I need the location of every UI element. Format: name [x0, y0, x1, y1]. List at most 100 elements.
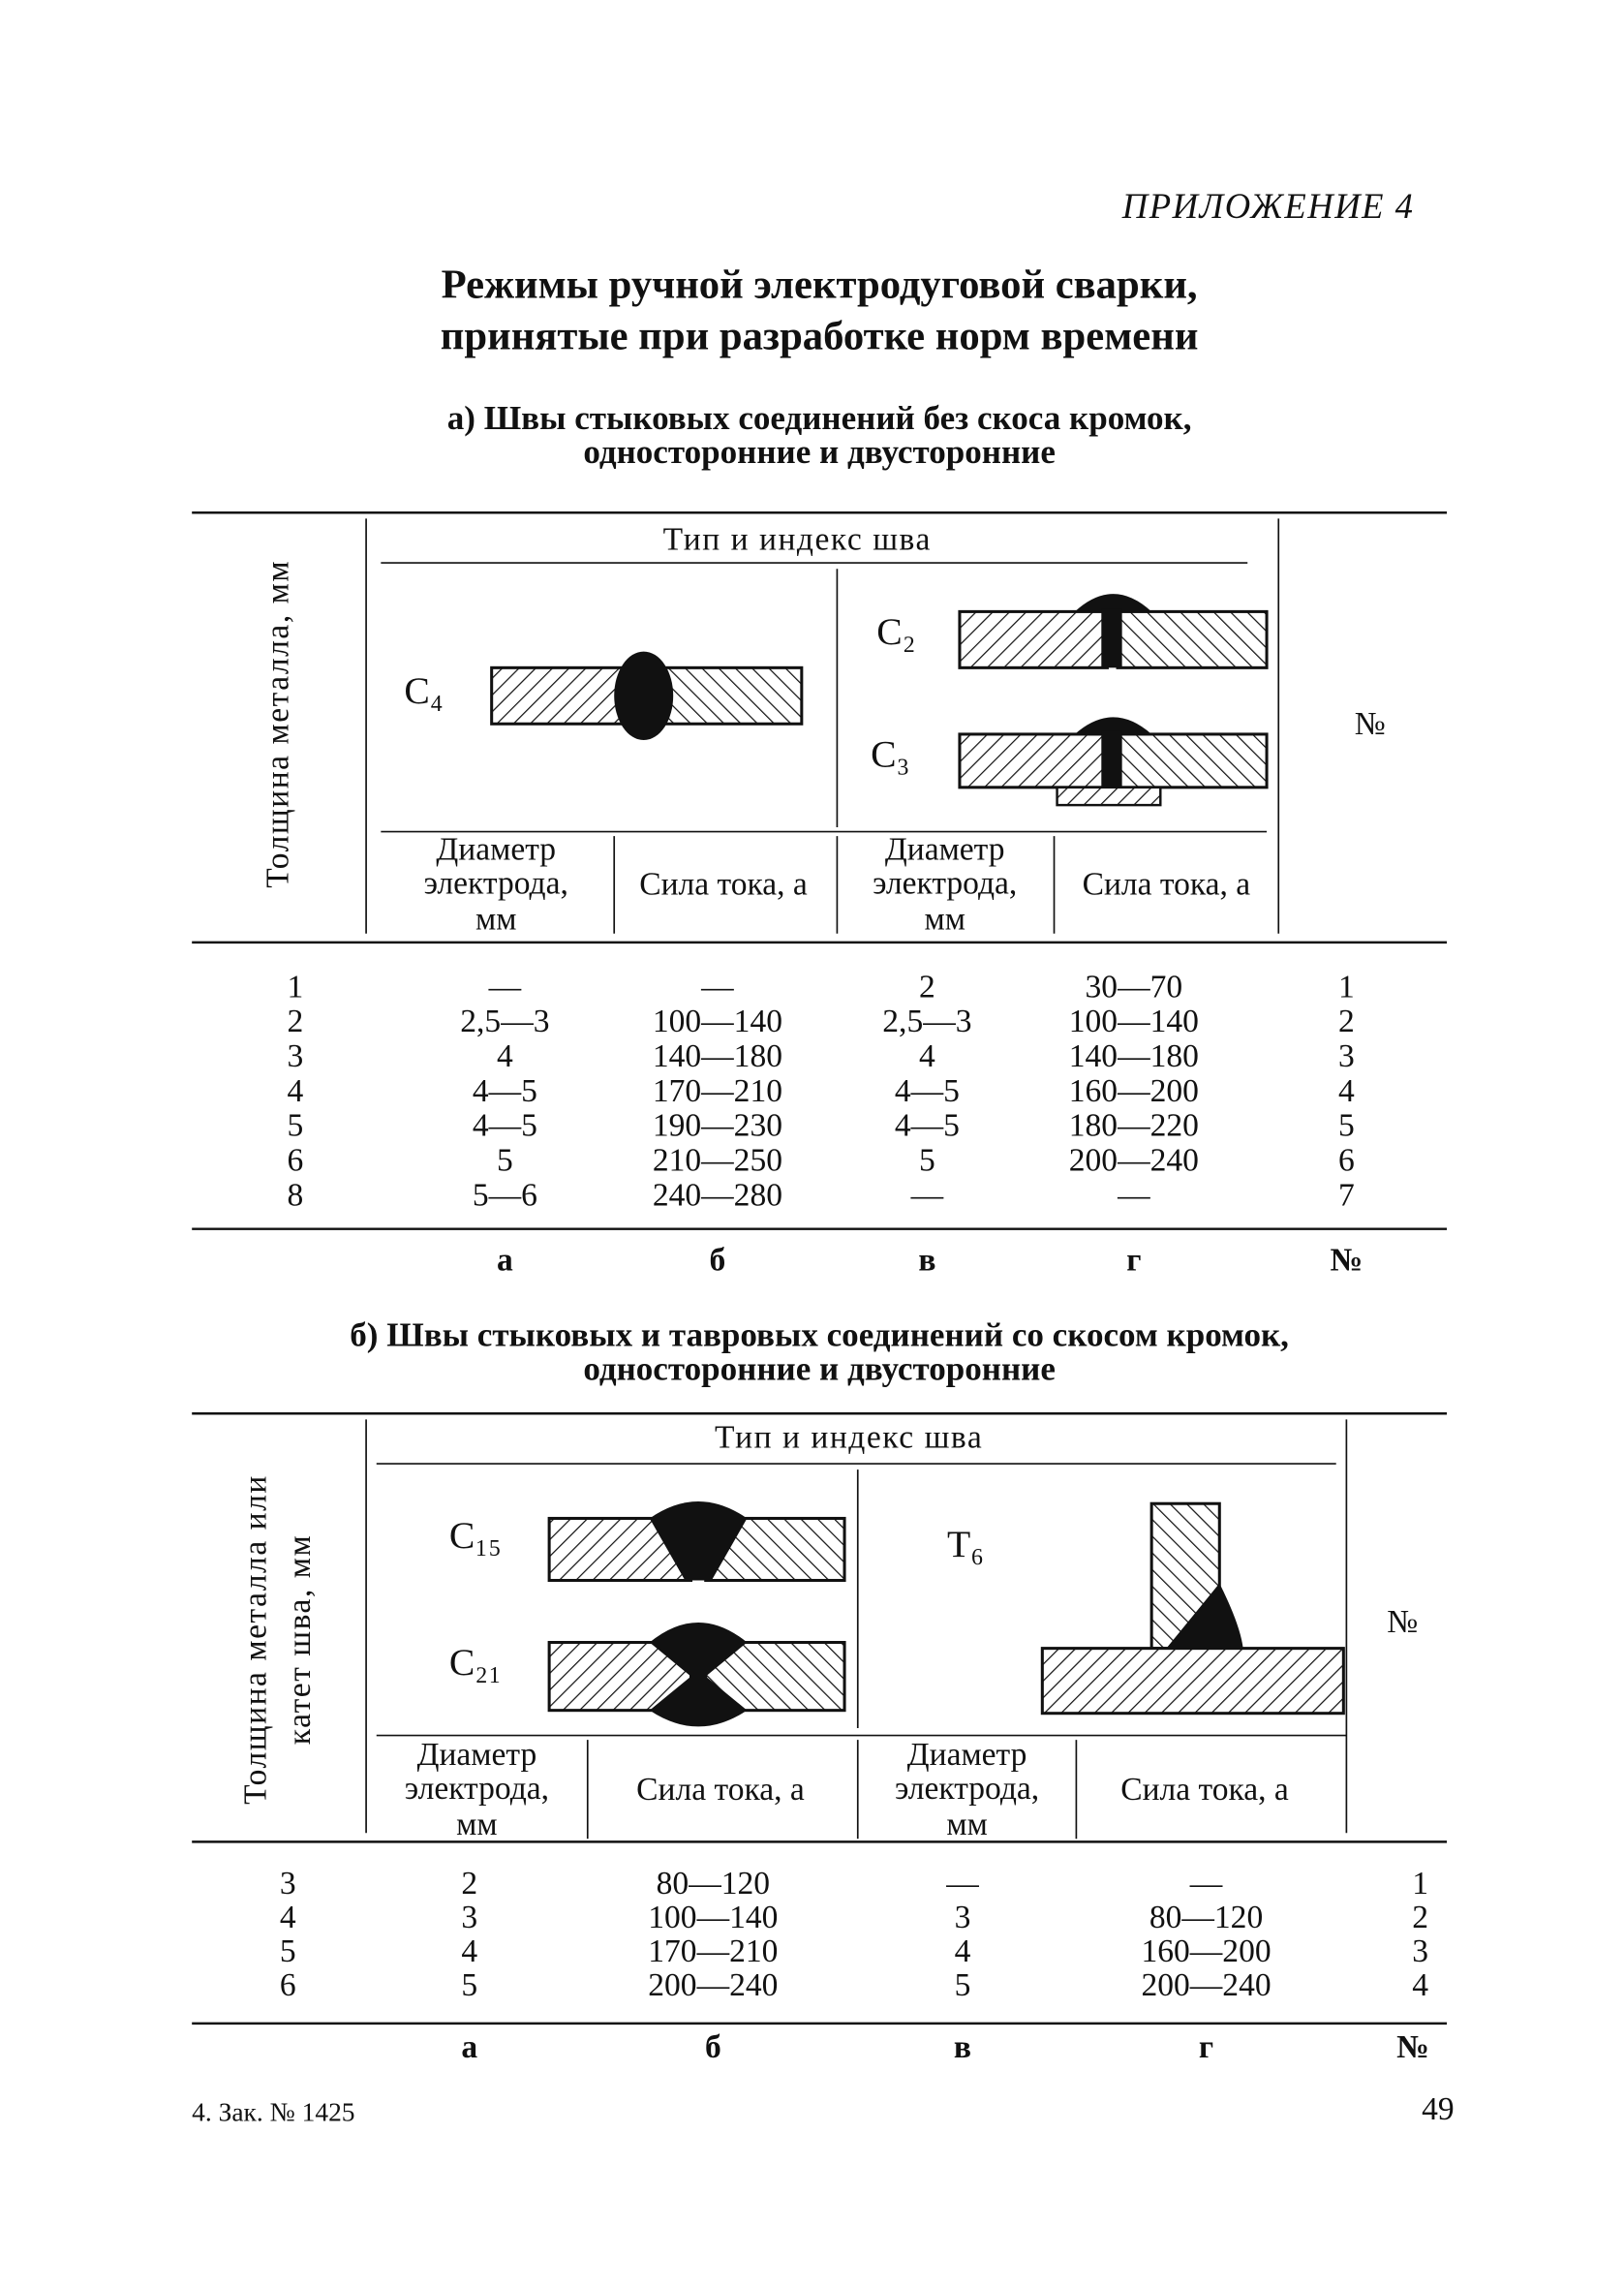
table-cell: 6: [1338, 1143, 1355, 1179]
column-letter: б: [705, 2029, 721, 2065]
table-cell: —: [1117, 1177, 1150, 1213]
table-cell: 170—210: [648, 1933, 778, 1969]
sub-header: электрода,: [424, 866, 568, 902]
table-cell: 2,5—3: [460, 1004, 549, 1039]
sub-header: Диаметр: [907, 1737, 1027, 1773]
appendix-label: ПРИЛОЖЕНИЕ 4: [1121, 186, 1415, 226]
sub-header: Сила тока, а: [1083, 866, 1251, 902]
thickness-header: Толщина металла или: [237, 1474, 273, 1805]
table-caption: б) Швы стыковых и тавровых соединений со…: [350, 1316, 1289, 1354]
sub-header: Сила тока, а: [636, 1772, 805, 1808]
table-cell: 5—6: [473, 1177, 537, 1213]
table-cell: 3: [1412, 1933, 1428, 1969]
sub-header: Диаметр: [436, 832, 556, 868]
weld-label: C₁₅: [449, 1514, 502, 1557]
table-cell: 4: [280, 1900, 296, 1935]
table-cell: —: [945, 1866, 979, 1902]
table-cell: 1: [288, 969, 304, 1005]
weld-label: C₂₁: [449, 1641, 502, 1684]
table-cell: —: [700, 969, 734, 1005]
table-cell: 1: [1338, 969, 1355, 1005]
table-cell: 4: [1338, 1073, 1355, 1109]
table-cell: 5: [919, 1143, 935, 1179]
table-cell: 4: [1412, 1967, 1428, 2003]
table-cell: 30—70: [1086, 969, 1183, 1005]
number-header: №: [1387, 1604, 1418, 1640]
column-letter: а: [497, 1242, 513, 1278]
table-cell: 200—240: [1069, 1143, 1199, 1179]
column-letter: №: [1396, 2029, 1429, 2065]
table-cell: 3: [955, 1900, 971, 1935]
table-cell: 3: [461, 1900, 477, 1935]
column-letter: г: [1199, 2029, 1213, 2065]
table-cell: 2: [1412, 1900, 1428, 1935]
weld-diagrams-b: [547, 1500, 1345, 1727]
sub-header: Сила тока, а: [1120, 1772, 1289, 1808]
table-cell: —: [910, 1177, 944, 1213]
table-cell: 7: [1338, 1177, 1355, 1213]
table-cell: 5: [955, 1967, 971, 2003]
table-cell: 100—140: [1069, 1004, 1199, 1039]
column-letter: №: [1331, 1242, 1364, 1278]
table-caption: односторонние и двусторонние: [583, 433, 1056, 471]
sub-header: электрода,: [895, 1771, 1039, 1807]
table-cell: 3: [288, 1038, 304, 1074]
table-cell: 4—5: [895, 1108, 960, 1144]
table-cell: 200—240: [1141, 1967, 1271, 2003]
table-cell: 210—250: [653, 1143, 782, 1179]
sub-header: мм: [456, 1807, 497, 1842]
table-cell: 4: [955, 1933, 971, 1969]
table-cell: 5: [1338, 1108, 1355, 1144]
table-cell: 80—120: [657, 1866, 770, 1902]
table-cell: 6: [280, 1967, 296, 2003]
table-cell: 4: [288, 1073, 304, 1109]
sub-header: Диаметр: [417, 1737, 537, 1773]
table-cell: 4—5: [473, 1073, 537, 1109]
table-cell: 200—240: [648, 1967, 778, 2003]
sub-header: Сила тока, а: [639, 866, 808, 902]
table-cell: —: [488, 969, 522, 1005]
table-cell: 5: [280, 1933, 296, 1969]
weld-label: T₆: [947, 1523, 984, 1565]
table-cell: 160—200: [1141, 1933, 1271, 1969]
table-cell: 4—5: [473, 1108, 537, 1144]
weld-label: C₃: [871, 732, 909, 775]
column-letter: а: [461, 2029, 477, 2065]
table-cell: 6: [288, 1143, 304, 1179]
column-letter: в: [918, 1242, 935, 1278]
table-cell: 170—210: [653, 1073, 782, 1109]
table-cell: 80—120: [1149, 1900, 1263, 1935]
sub-header: электрода,: [873, 866, 1017, 902]
sub-header: мм: [946, 1807, 987, 1842]
table-cell: 180—220: [1069, 1108, 1199, 1144]
table-cell: 100—140: [653, 1004, 782, 1039]
number-header: №: [1355, 706, 1386, 742]
table-cell: 5: [288, 1108, 304, 1144]
type-header: Тип и индекс шва: [663, 521, 932, 557]
table-cell: 140—180: [1069, 1038, 1199, 1074]
table-cell: 240—280: [653, 1177, 782, 1213]
type-header: Тип и индекс шва: [715, 1419, 983, 1455]
table-cell: —: [1189, 1866, 1223, 1902]
column-letter: б: [710, 1242, 726, 1278]
weld-label: C₂: [876, 610, 915, 653]
table-cell: 2: [461, 1866, 477, 1902]
thickness-header: катет шва, мм: [282, 1534, 318, 1746]
page-number: 49: [1422, 2091, 1455, 2127]
table-cell: 4—5: [895, 1073, 960, 1109]
sub-header: мм: [924, 901, 965, 937]
table-cell: 8: [288, 1177, 304, 1213]
table-caption: а) Швы стыковых соединений без скоса кро…: [447, 399, 1192, 437]
weld-label: C₄: [404, 669, 443, 712]
column-letter: в: [954, 2029, 971, 2065]
thickness-header: Толщина металла, мм: [260, 560, 295, 888]
column-letter: г: [1126, 1242, 1141, 1278]
table-cell: 2: [288, 1004, 304, 1039]
table-cell: 4: [461, 1933, 477, 1969]
sub-header: Диаметр: [885, 832, 1005, 868]
table-cell: 100—140: [648, 1900, 778, 1935]
table-cell: 5: [497, 1143, 513, 1179]
sub-header: мм: [475, 901, 516, 937]
title-line: Режимы ручной электродуговой сварки,: [442, 262, 1198, 307]
